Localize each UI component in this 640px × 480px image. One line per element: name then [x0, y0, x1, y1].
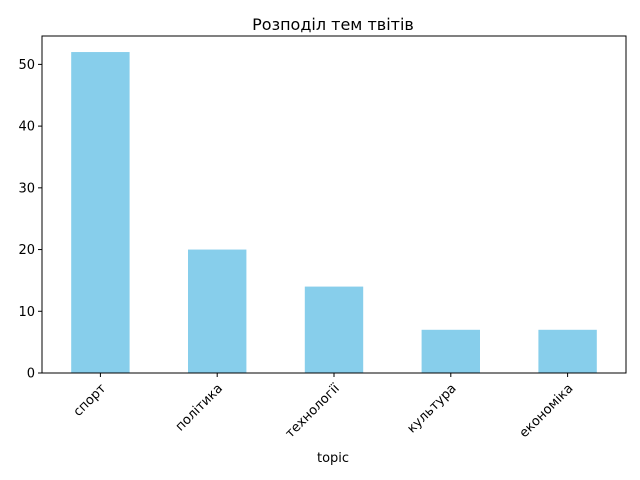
- y-tick-label-1: 10: [18, 305, 35, 320]
- bars-group: [71, 52, 597, 374]
- x-tick-label-2: політика: [173, 381, 226, 434]
- y-tick-label-5: 50: [18, 58, 35, 73]
- y-tick-label-3: 30: [18, 181, 35, 196]
- bar-3: [304, 286, 364, 373]
- plot-frame: [41, 35, 627, 374]
- y-axis: 0 10 20 30 40 50: [18, 58, 42, 382]
- x-tick-label-5: економіка: [517, 381, 577, 441]
- y-tick-label-0: 0: [27, 367, 35, 382]
- bar-4: [421, 329, 480, 373]
- bar-5: [538, 329, 597, 373]
- bar-1: [71, 52, 130, 374]
- y-tick-label-4: 40: [18, 120, 35, 135]
- y-tick-label-2: 20: [18, 243, 35, 258]
- x-tick-label-3: технології: [283, 381, 343, 441]
- x-tick-label-1: спорт: [71, 381, 110, 420]
- x-tick-label-4: культура: [404, 381, 459, 436]
- chart-title: Розподіл тем твітів: [252, 15, 414, 34]
- x-axis-label: topic: [317, 451, 349, 466]
- x-axis: спорт політика технології культура економіка: [71, 373, 577, 441]
- bar-2: [188, 249, 247, 373]
